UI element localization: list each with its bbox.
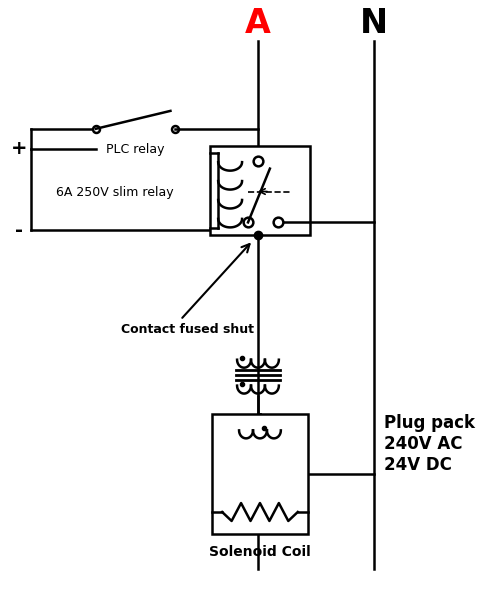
Bar — [212, 415, 308, 534]
Text: +: + — [11, 139, 28, 158]
Text: Plug pack
240V AC
24V DC: Plug pack 240V AC 24V DC — [384, 415, 475, 474]
Text: 6A 250V slim relay: 6A 250V slim relay — [56, 186, 174, 199]
Text: N: N — [360, 7, 388, 40]
Text: -: - — [15, 221, 23, 240]
Text: PLC relay: PLC relay — [106, 143, 164, 156]
Text: Contact fused shut: Contact fused shut — [121, 323, 254, 337]
Bar — [210, 146, 310, 235]
Text: Solenoid Coil: Solenoid Coil — [209, 545, 311, 559]
Text: A: A — [245, 7, 271, 40]
